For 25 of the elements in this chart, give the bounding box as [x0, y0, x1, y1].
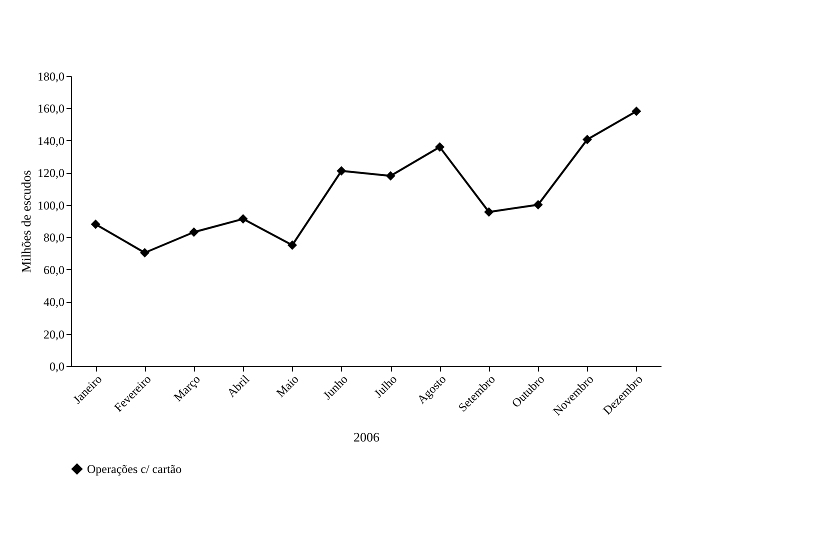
point [582, 134, 592, 144]
x-axis-title: 2006 [354, 430, 380, 445]
point [140, 248, 150, 258]
y-axis-title: Milhões de escudos [18, 170, 34, 273]
point [484, 207, 494, 217]
y-tick-label: 180,0 [38, 70, 64, 84]
y-tick-label: 120,0 [38, 166, 64, 180]
point [288, 240, 297, 250]
y-tick-label: 40,0 [44, 295, 64, 310]
y-tick-label: 20,0 [44, 327, 64, 342]
y-tick-label: 0,0 [50, 360, 64, 374]
point [386, 171, 396, 181]
point [336, 166, 346, 176]
point [189, 227, 199, 237]
point [632, 106, 642, 116]
point [238, 214, 248, 224]
point [90, 219, 100, 229]
legend-label: Operações c/ cartão [87, 462, 182, 476]
y-tick-label: 160,0 [38, 102, 64, 116]
y-tick-label: 80,0 [44, 230, 64, 245]
point [435, 142, 444, 152]
y-tick-label: 100,0 [38, 198, 64, 212]
y-tick-label: 140,0 [38, 134, 64, 148]
point [533, 200, 543, 210]
y-tick-label: 60,0 [44, 262, 64, 277]
